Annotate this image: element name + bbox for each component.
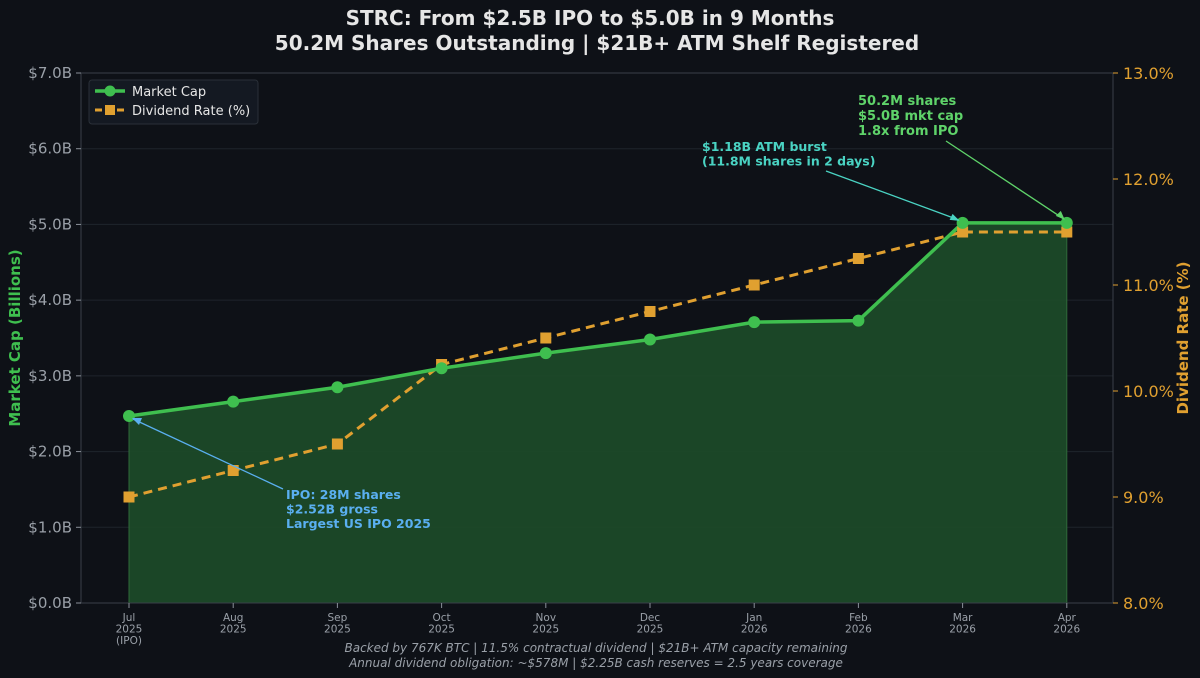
left-axis-label: Market Cap (Billions) <box>6 249 24 426</box>
market-cap-point <box>227 395 240 408</box>
footer-line-2: Annual dividend obligation: ~$578M | $2.… <box>348 656 843 670</box>
ipo-arrow-line <box>132 418 284 490</box>
legend-box <box>88 79 259 125</box>
ipo-annotation-text: $2.52B gross <box>286 502 378 517</box>
x-tick-label: Jan <box>745 612 762 624</box>
left-tick-label: $5.0B <box>28 215 72 233</box>
x-tick-label: 2025 <box>532 624 559 636</box>
market-cap-line <box>128 221 1067 418</box>
x-tick-label: Apr <box>1058 612 1077 624</box>
footer-line-1: Backed by 767K BTC | 11.5% contractual d… <box>344 641 847 655</box>
right-tick-label: 13.0% <box>1123 64 1174 83</box>
x-tick-label: 2026 <box>741 624 768 636</box>
x-tick-label: 2025 <box>220 624 247 636</box>
left-tick-label: $1.0B <box>28 518 72 536</box>
market-cap-point <box>852 314 865 327</box>
left-tick-label: $7.0B <box>28 64 72 82</box>
atm-arrow-line <box>825 170 959 221</box>
apr-annotation-text: 1.8x from IPO <box>858 124 958 139</box>
market-cap-point <box>644 333 656 346</box>
apr-annotation-text: $5.0B mkt cap <box>858 109 963 124</box>
market-cap-point <box>956 216 969 229</box>
market-cap-point <box>435 362 448 375</box>
x-tick-label: Sep <box>328 612 348 624</box>
dividend-rate-line <box>128 230 1067 499</box>
x-tick-label: Oct <box>433 612 451 624</box>
right-tick-label: 12.0% <box>1123 170 1174 189</box>
apr-arrow-line <box>945 140 1065 220</box>
market-cap-point <box>331 381 344 394</box>
left-tick-label: $3.0B <box>28 367 72 385</box>
market-cap-point <box>123 409 135 422</box>
right-tick-label: 10.0% <box>1123 382 1174 401</box>
dividend-rate-point <box>540 332 552 344</box>
dividend-rate-point <box>957 226 969 238</box>
apr-annotation-text: 50.2M shares <box>858 94 957 109</box>
x-tick-label: Aug <box>223 612 244 624</box>
right-axis-label: Dividend Rate (%) <box>1174 261 1192 414</box>
ipo-annotation-text: IPO: 28M shares <box>286 487 401 502</box>
x-tick-label: 2025 <box>637 624 664 636</box>
axes: $0.0B $1.0B $2.0B $3.0B $4.0B $5.0B $6.0B $7.0B… <box>6 64 1192 647</box>
left-tick-label: $4.0B <box>28 291 72 309</box>
market-cap-point <box>539 347 552 360</box>
left-tick-label: $6.0B <box>28 140 72 158</box>
x-tick-label: Feb <box>849 612 868 624</box>
ipo-arrow-head <box>132 417 142 425</box>
x-tick-label: 2026 <box>845 624 872 636</box>
atm-annotation-text: $1.18B ATM burst <box>702 139 827 154</box>
legend-market-cap-label: Market Cap <box>132 85 206 100</box>
x-tick-label: Dec <box>640 612 661 624</box>
apr-arrow-head <box>1055 210 1065 220</box>
chart-subtitle: 50.2M Shares Outstanding | $21B+ ATM She… <box>275 31 919 55</box>
legend-dividend-marker <box>105 105 115 115</box>
x-tick-label: 2025 <box>116 624 143 636</box>
dividend-rate-point <box>644 306 656 317</box>
dividend-rate-point <box>123 491 135 503</box>
dividend-rate-point <box>331 438 343 450</box>
right-tick-label: 8.0% <box>1123 594 1164 613</box>
x-tick-label: 2025 <box>324 624 351 636</box>
left-tick-label: $0.0B <box>28 594 72 612</box>
dividend-rate-point <box>227 465 239 476</box>
x-tick-label: 2026 <box>1053 624 1080 636</box>
right-tick-label: 9.0% <box>1123 488 1164 507</box>
atm-annotation-text: (11.8M shares in 2 days) <box>702 154 875 169</box>
dividend-rate-point <box>1061 226 1073 238</box>
legend: Market Cap Dividend Rate (%) <box>88 79 259 125</box>
series-markers <box>123 216 1073 503</box>
dividend-rate-point <box>748 279 760 291</box>
x-tick-label: 2026 <box>949 624 976 636</box>
right-tick-label: 11.0% <box>1123 276 1174 295</box>
market-cap-point <box>748 316 761 329</box>
x-tick-label: (IPO) <box>116 635 142 647</box>
ipo-annotation-text: Largest US IPO 2025 <box>286 516 431 531</box>
x-tick-label: Mar <box>953 612 973 624</box>
series-lines <box>128 221 1067 499</box>
left-tick-label: $2.0B <box>28 443 72 461</box>
x-tick-label: 2025 <box>428 624 455 636</box>
market-cap-point <box>1060 216 1073 229</box>
x-tick-label: Jul <box>122 612 136 624</box>
legend-market-cap-marker <box>104 85 116 97</box>
chart-title: STRC: From $2.5B IPO to $5.0B in 9 Month… <box>346 6 835 30</box>
dividend-rate-point <box>852 253 864 264</box>
legend-dividend-label: Dividend Rate (%) <box>132 104 250 119</box>
atm-arrow-head <box>949 213 960 221</box>
x-tick-label: Nov <box>536 612 557 624</box>
